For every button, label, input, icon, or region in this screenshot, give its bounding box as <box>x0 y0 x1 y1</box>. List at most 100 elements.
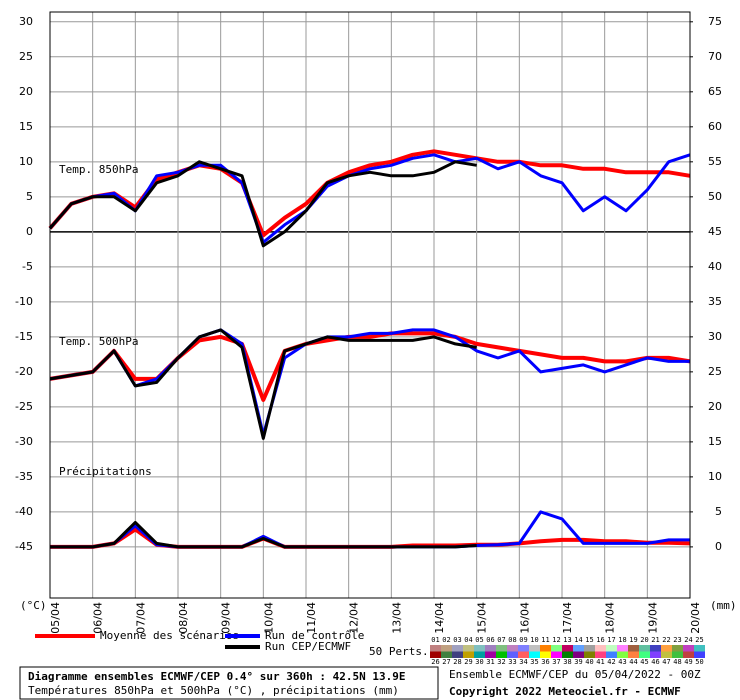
perturbation-label: 14 <box>574 636 582 644</box>
grid <box>49 12 693 598</box>
perturbation-label: 04 <box>464 636 472 644</box>
perturbation-label: 01 <box>431 636 439 644</box>
series-line <box>49 328 477 440</box>
perturbation-label: 39 <box>574 658 582 666</box>
x-tick-label: 13/04 <box>390 602 403 634</box>
perturbation-swatch <box>573 645 584 652</box>
perturbation-swatch <box>441 645 452 652</box>
perturbation-swatch <box>672 651 683 658</box>
perturbation-label: 42 <box>607 658 615 666</box>
perturbation-label: 19 <box>629 636 637 644</box>
perturbation-swatch <box>518 651 529 658</box>
perturbation-swatch <box>507 645 518 652</box>
perturbation-label: 40 <box>585 658 593 666</box>
perturbation-label: 35 <box>530 658 538 666</box>
perturbation-label: 43 <box>618 658 626 666</box>
perturbation-swatch <box>639 645 650 652</box>
perturbations-label: 50 Perts. <box>369 645 429 658</box>
perturbation-label: 03 <box>453 636 461 644</box>
perturbation-label: 34 <box>519 658 527 666</box>
y-tick-label: 25 <box>19 50 33 63</box>
legend-label: Moyenne des scénarios <box>100 629 239 642</box>
perturbation-swatch <box>551 645 562 652</box>
y2-tick-label: 60 <box>708 120 722 133</box>
perturbation-swatch <box>551 651 562 658</box>
y-tick-label: -35 <box>15 470 33 483</box>
perturbation-label: 20 <box>640 636 648 644</box>
chart-title: Diagramme ensembles ECMWF/CEP 0.4° sur 3… <box>28 670 406 683</box>
y-axis-label: (°C) <box>20 599 47 612</box>
x-tick-label: 08/04 <box>177 602 190 634</box>
perturbation-swatch <box>474 645 485 652</box>
perturbation-swatch <box>463 645 474 652</box>
perturbation-swatch <box>606 645 617 652</box>
y-tick-label: 15 <box>19 120 33 133</box>
perturbation-swatch <box>694 651 705 658</box>
perturbation-swatch <box>529 651 540 658</box>
y-tick-label: -5 <box>22 260 33 273</box>
y2-tick-label: 30 <box>708 330 722 343</box>
panel-label: Temp. 850hPa <box>59 163 138 176</box>
perturbation-label: 46 <box>651 658 659 666</box>
series-line <box>49 328 690 437</box>
perturbation-swatch <box>452 645 463 652</box>
perturbation-swatch <box>683 645 694 652</box>
perturbation-label: 25 <box>695 636 703 644</box>
perturbation-swatch <box>452 651 463 658</box>
x-tick-label: 15/04 <box>476 602 489 634</box>
perturbation-label: 08 <box>508 636 516 644</box>
perturbation-label: 10 <box>530 636 538 644</box>
y2-tick-label: 70 <box>708 50 722 63</box>
perturbation-label: 47 <box>662 658 670 666</box>
perturbation-label: 41 <box>596 658 604 666</box>
perturbation-swatch <box>606 651 617 658</box>
perturbation-label: 38 <box>563 658 571 666</box>
perturbation-swatch <box>485 645 496 652</box>
perturbation-swatch <box>540 651 551 658</box>
perturbation-label: 23 <box>673 636 681 644</box>
plot-frame <box>49 11 691 599</box>
y-tick-label: -20 <box>15 365 33 378</box>
y-tick-label: 0 <box>26 225 33 238</box>
x-tick-label: 11/04 <box>305 602 318 634</box>
series-line <box>48 149 691 238</box>
legend-label: Run de contrôle <box>265 629 364 642</box>
perturbation-swatch <box>573 651 584 658</box>
series-line <box>50 520 477 549</box>
perturbation-label: 29 <box>464 658 472 666</box>
x-tick-label: 05/04 <box>49 602 62 634</box>
perturbation-swatch <box>430 645 441 652</box>
x-tick-label: 16/04 <box>518 602 531 634</box>
perturbation-label: 07 <box>497 636 505 644</box>
perturbation-label: 50 <box>695 658 703 666</box>
y-tick-label: 10 <box>19 155 33 168</box>
perturbation-label: 12 <box>552 636 560 644</box>
y2-tick-label: 15 <box>708 435 722 448</box>
y-tick-label: 5 <box>26 190 33 203</box>
panel-label: Temp. 500hPa <box>59 335 138 348</box>
perturbation-label: 49 <box>684 658 692 666</box>
perturbation-swatch <box>639 651 650 658</box>
x-tick-label: 20/04 <box>689 602 702 634</box>
y2-tick-label: 55 <box>708 155 722 168</box>
y2-tick-label: 45 <box>708 225 722 238</box>
perturbation-swatch <box>496 651 507 658</box>
perturbation-label: 16 <box>596 636 604 644</box>
perturbation-swatch <box>562 651 573 658</box>
perturbation-swatch <box>584 645 595 652</box>
copyright: Copyright 2022 Meteociel.fr - ECMWF <box>449 685 681 698</box>
perturbation-swatch <box>562 645 573 652</box>
perturbation-label: 37 <box>552 658 560 666</box>
perturbation-label: 18 <box>618 636 626 644</box>
perturbation-label: 15 <box>585 636 593 644</box>
perturbation-swatch <box>661 645 672 652</box>
perturbation-label: 02 <box>442 636 450 644</box>
perturbation-swatch <box>661 651 672 658</box>
perturbation-label: 11 <box>541 636 549 644</box>
perturbation-label: 48 <box>673 658 681 666</box>
y-tick-label: 30 <box>19 15 33 28</box>
perturbation-label: 28 <box>453 658 461 666</box>
